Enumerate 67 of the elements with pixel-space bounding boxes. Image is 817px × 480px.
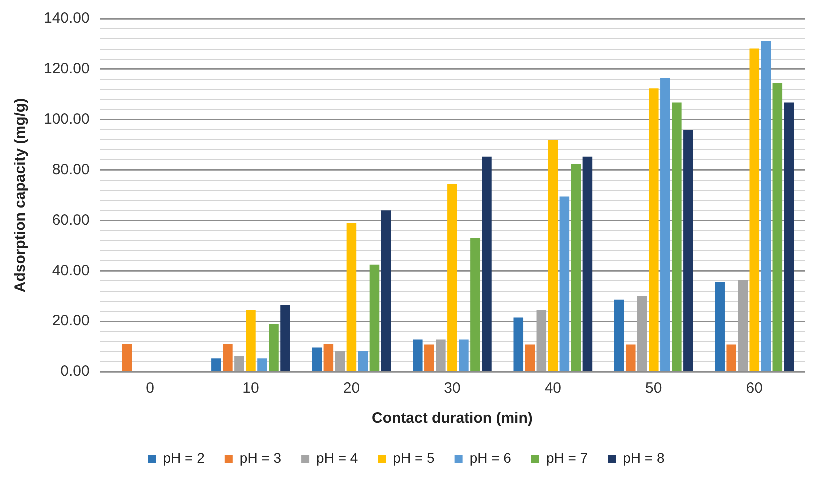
x-tick-label: 20 — [343, 380, 360, 398]
bar — [122, 344, 132, 372]
bar — [784, 102, 794, 372]
x-tick-label: 50 — [646, 380, 662, 398]
y-tick-label: 0.00 — [60, 363, 90, 380]
bar — [424, 344, 434, 372]
bar — [212, 358, 222, 372]
bar — [312, 348, 322, 372]
legend-label: pH = 2 — [163, 450, 206, 466]
x-tick-label: 30 — [444, 380, 461, 398]
legend-label: pH = 5 — [393, 450, 436, 466]
bar — [335, 351, 346, 372]
bar — [324, 344, 334, 372]
y-tick-label: 20.00 — [52, 312, 90, 330]
x-tick-label: 60 — [746, 380, 763, 398]
bar — [525, 344, 536, 372]
legend-label: pH = 6 — [470, 450, 512, 466]
bar — [548, 140, 558, 372]
x-tick-label: 40 — [544, 380, 562, 398]
bar — [660, 78, 670, 372]
bar — [684, 130, 694, 372]
bar — [560, 196, 570, 372]
bar — [358, 351, 368, 372]
bar — [246, 310, 256, 372]
bar — [672, 102, 682, 372]
bar — [715, 282, 725, 372]
bar — [370, 264, 380, 372]
bar — [346, 223, 357, 372]
bar — [448, 184, 458, 372]
y-tick-label: 120.00 — [44, 60, 90, 78]
y-tick-label: 100.00 — [44, 111, 90, 128]
legend-label: pH = 4 — [316, 450, 358, 466]
bar — [514, 318, 524, 372]
bar — [750, 48, 760, 372]
y-tick-label: 80.00 — [52, 161, 90, 178]
bar — [470, 238, 480, 372]
y-axis-title: Adsorption capacity (mg/g) — [12, 98, 30, 293]
bar — [381, 210, 392, 372]
bar — [459, 340, 469, 372]
bar — [614, 300, 624, 372]
bar — [436, 340, 446, 372]
legend-label: pH = 7 — [546, 450, 588, 466]
bar — [234, 356, 244, 372]
y-tick-label: 40.00 — [52, 262, 90, 280]
y-tick-label: 60.00 — [52, 212, 90, 229]
x-axis-title: Contact duration (min) — [372, 410, 533, 428]
x-tick-label: 0 — [146, 380, 154, 398]
legend-label: pH = 3 — [240, 450, 282, 466]
x-tick-label: 10 — [242, 380, 260, 398]
bar — [649, 88, 659, 372]
bar — [726, 344, 737, 372]
bar — [413, 340, 423, 372]
bar — [738, 280, 748, 372]
bar — [582, 156, 593, 372]
bar — [761, 41, 772, 372]
bar — [536, 310, 547, 372]
bar — [626, 344, 636, 372]
bar — [571, 164, 582, 372]
y-tick-label: 140.00 — [44, 10, 90, 28]
bar — [258, 358, 268, 372]
bar — [638, 296, 648, 372]
bar — [482, 156, 492, 372]
legend-label: pH = 8 — [623, 450, 665, 466]
bar — [772, 83, 783, 372]
bar — [280, 305, 290, 372]
bar — [223, 344, 233, 372]
bar — [269, 324, 279, 372]
